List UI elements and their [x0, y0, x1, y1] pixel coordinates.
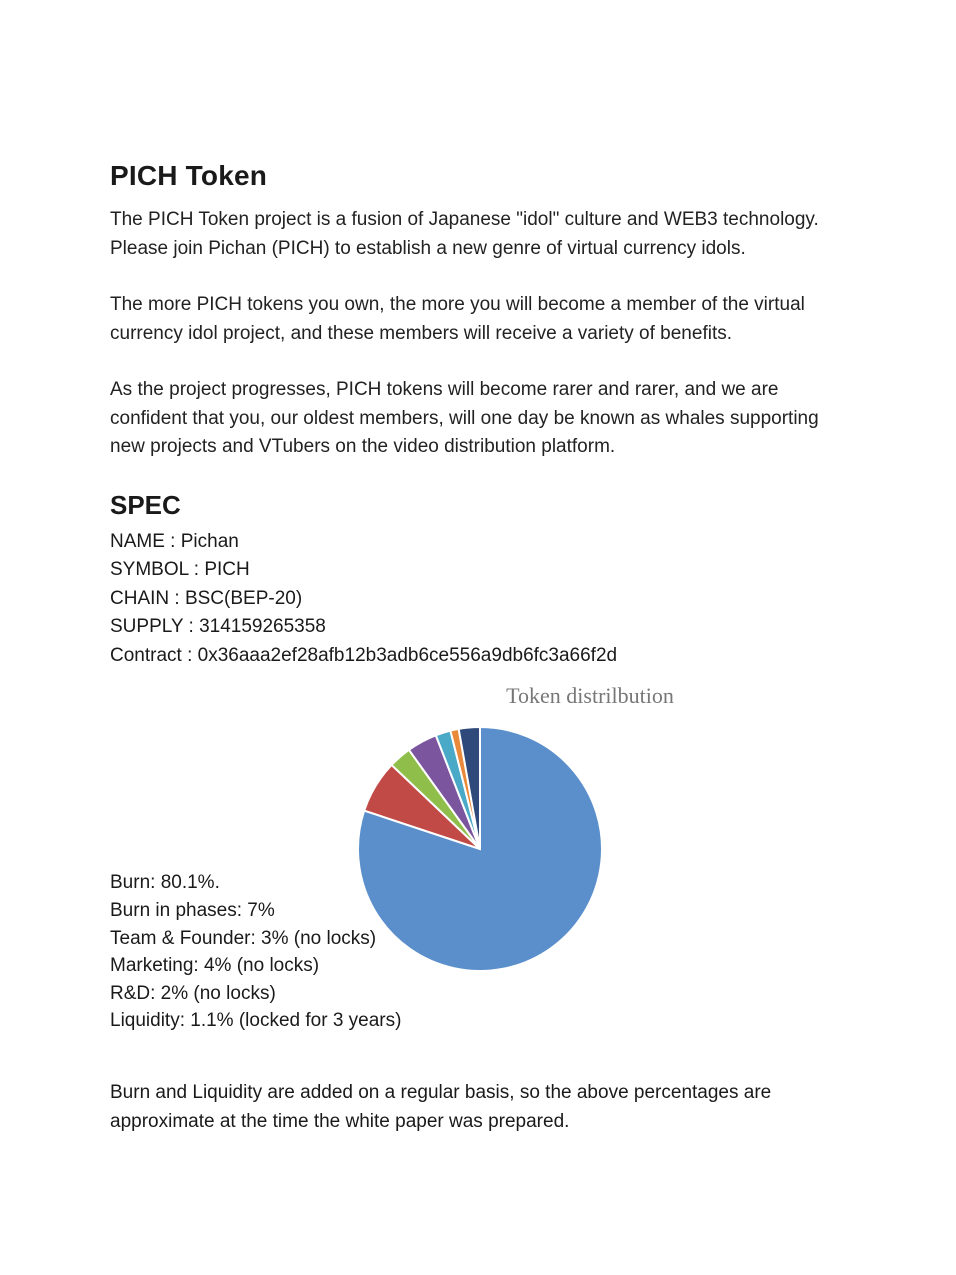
spec-line: SUPPLY : 314159265358: [110, 614, 846, 641]
intro-paragraph-3: As the project progresses, PICH tokens w…: [110, 376, 846, 462]
spec-line: Contract : 0x36aaa2ef28afb12b3adb6ce556a…: [110, 643, 846, 670]
distribution-item: Liquidity: 1.1% (locked for 3 years): [110, 1008, 401, 1035]
chart-title: Token distrilbution: [340, 683, 840, 709]
intro-paragraph-2: The more PICH tokens you own, the more y…: [110, 291, 846, 348]
spec-line: CHAIN : BSC(BEP-20): [110, 586, 846, 613]
chart-block: Token distrilbution Burn: 80.1%. Burn in…: [110, 683, 846, 1136]
spec-line: SYMBOL : PICH: [110, 557, 846, 584]
distribution-item: Marketing: 4% (no locks): [110, 953, 401, 980]
distribution-item: Burn: 80.1%.: [110, 870, 401, 897]
distribution-item: Burn in phases: 7%: [110, 898, 401, 925]
distribution-item: R&D: 2% (no locks): [110, 981, 401, 1008]
spec-lines: NAME : Pichan SYMBOL : PICH CHAIN : BSC(…: [110, 529, 846, 670]
distribution-item: Team & Founder: 3% (no locks): [110, 926, 401, 953]
distribution-note: Burn and Liquidity are added on a regula…: [110, 1079, 846, 1136]
spec-heading: SPEC: [110, 490, 846, 521]
distribution-list: Burn: 80.1%. Burn in phases: 7% Team & F…: [110, 869, 401, 1036]
pie-wrap: Burn: 80.1%. Burn in phases: 7% Team & F…: [110, 719, 846, 979]
intro-paragraph-1: The PICH Token project is a fusion of Ja…: [110, 206, 846, 263]
page: PICH Token The PICH Token project is a f…: [0, 0, 956, 1275]
page-title: PICH Token: [110, 160, 846, 192]
spec-line: NAME : Pichan: [110, 529, 846, 556]
